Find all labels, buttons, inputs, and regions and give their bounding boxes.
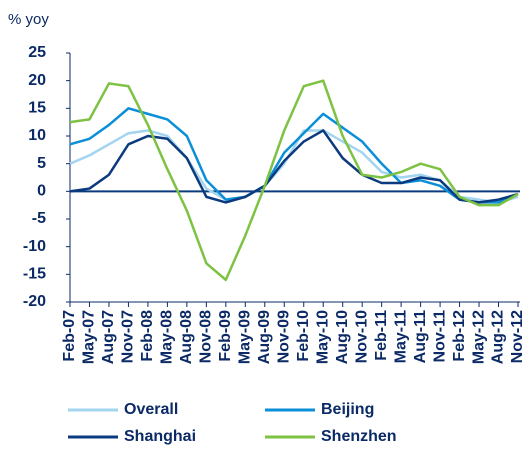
y-tick-label: 15	[28, 100, 46, 117]
x-tick-label: Aug-12	[490, 310, 507, 364]
x-tick-label: Feb-07	[61, 310, 78, 362]
x-tick-label: Aug-09	[256, 310, 273, 364]
x-tick-label: Nov-09	[275, 310, 292, 363]
x-tick-label: Feb-12	[451, 310, 468, 362]
y-tick-label: 5	[37, 155, 46, 172]
x-tick-label: Nov-07	[120, 310, 137, 363]
y-tick-label: -5	[32, 210, 46, 227]
x-tick-label: May-09	[237, 310, 254, 364]
x-tick-label: Feb-09	[217, 310, 234, 362]
series-line	[69, 129, 519, 204]
x-tick-label: May-12	[470, 310, 487, 364]
legend-label: Shenzhen	[321, 428, 397, 445]
x-tick-label: May-08	[159, 310, 176, 364]
x-tick-label: May-11	[392, 310, 409, 363]
legend-label: Beijing	[321, 401, 374, 418]
x-tick-label: Nov-08	[198, 310, 215, 363]
x-tick-label: Aug-10	[334, 310, 351, 364]
x-tick-label: Feb-11	[373, 310, 390, 361]
x-tick-label: Feb-10	[295, 310, 312, 362]
x-tick-label: Nov-11	[431, 310, 448, 363]
x-tick-label: May-10	[314, 310, 331, 364]
x-tick-label: Feb-08	[139, 310, 156, 362]
y-tick-label: 25	[28, 44, 46, 61]
y-tick-label: -20	[23, 293, 46, 310]
series-line	[69, 107, 519, 204]
legend-label: Overall	[124, 401, 178, 418]
y-tick-label: 10	[28, 127, 46, 144]
y-axis-label: % yoy	[8, 11, 49, 28]
x-tick-label: Aug-07	[100, 310, 117, 364]
legend-label: Shanghai	[124, 428, 196, 445]
y-tick-label: 20	[28, 72, 46, 89]
y-tick-label: -10	[23, 238, 46, 255]
x-tick-label: Nov-12	[509, 310, 526, 363]
x-tick-label: Nov-10	[353, 310, 370, 363]
x-tick-label: Aug-11	[412, 310, 429, 363]
y-tick-label: -15	[23, 266, 46, 283]
y-tick-label: 0	[37, 183, 46, 200]
x-tick-label: Aug-08	[178, 310, 195, 364]
x-tick-label: May-07	[81, 310, 98, 364]
series-line	[69, 79, 519, 282]
